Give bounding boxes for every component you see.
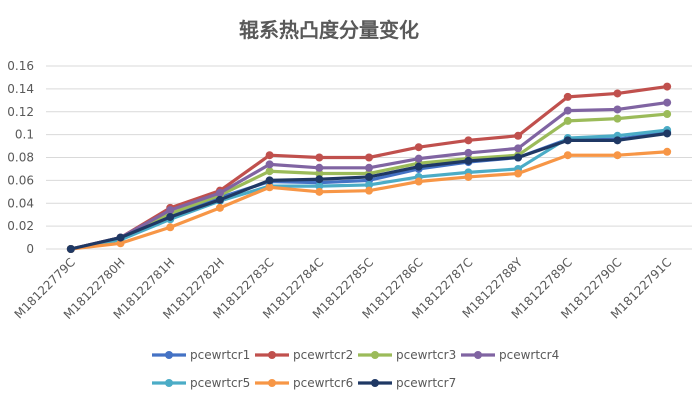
- y-tick-label: 0.16: [7, 59, 34, 73]
- data-point: [166, 212, 175, 221]
- data-point: [215, 195, 224, 204]
- legend-marker-icon: [371, 379, 379, 387]
- legend-label: pcewrtcr3: [396, 348, 456, 362]
- data-point: [315, 175, 324, 184]
- data-point: [66, 245, 75, 253]
- legend-marker-icon: [165, 379, 173, 387]
- legend-item-pcewrtcr1: pcewrtcr1: [152, 348, 250, 362]
- data-point: [613, 105, 622, 114]
- data-point: [315, 169, 324, 178]
- legend-item-pcewrtcr5: pcewrtcr5: [152, 376, 250, 390]
- data-point: [365, 186, 373, 195]
- data-point: [265, 167, 274, 176]
- legend-marker-icon: [165, 351, 173, 359]
- data-point: [265, 183, 274, 192]
- data-point: [563, 116, 572, 125]
- data-point: [166, 223, 175, 232]
- data-point: [563, 136, 572, 145]
- x-axis-ticks: M18122779CM18122780HM18122781HM18122782H…: [12, 255, 675, 322]
- legend-item-pcewrtcr7: pcewrtcr7: [358, 376, 456, 390]
- series-pcewrtcr7: [66, 129, 672, 253]
- data-point: [464, 136, 473, 145]
- y-tick-label: 0.1: [15, 128, 34, 142]
- legend-marker-icon: [268, 379, 276, 387]
- legend-label: pcewrtcr6: [293, 376, 353, 390]
- data-point: [315, 153, 324, 162]
- series-pcewrtcr6: [66, 147, 672, 253]
- legend-item-pcewrtcr2: pcewrtcr2: [255, 348, 353, 362]
- data-point: [265, 160, 274, 169]
- legend-label: pcewrtcr2: [293, 348, 353, 362]
- chart-title: 辊系热凸度分量变化: [239, 18, 419, 42]
- y-tick-label: 0.04: [7, 196, 34, 210]
- data-point: [414, 177, 423, 186]
- y-axis-ticks: 0 0.02 0.04 0.06 0.08 0.1 0.12 0.14 0.16: [7, 59, 34, 256]
- data-point: [563, 106, 572, 115]
- data-point: [514, 153, 523, 162]
- legend-label: pcewrtcr5: [190, 376, 250, 390]
- y-tick-label: 0.12: [7, 105, 34, 119]
- data-point: [116, 233, 125, 242]
- data-point: [613, 136, 622, 145]
- data-point: [365, 172, 373, 181]
- legend-label: pcewrtcr7: [396, 376, 456, 390]
- data-point: [663, 82, 672, 91]
- legend-label: pcewrtcr4: [499, 348, 559, 362]
- legend-item-pcewrtcr4: pcewrtcr4: [461, 348, 559, 362]
- y-tick-label: 0.06: [7, 173, 34, 187]
- data-point: [663, 129, 672, 138]
- data-point: [365, 163, 373, 172]
- data-point: [663, 147, 672, 156]
- data-point: [265, 151, 274, 160]
- data-point: [514, 131, 523, 140]
- data-point: [514, 144, 523, 153]
- data-point: [464, 172, 473, 181]
- data-point: [563, 151, 572, 160]
- data-point: [315, 182, 324, 191]
- data-point: [315, 187, 324, 196]
- data-point: [365, 180, 373, 189]
- data-point: [514, 169, 523, 178]
- data-point: [663, 98, 672, 107]
- data-point: [613, 89, 622, 98]
- data-point: [414, 162, 423, 171]
- data-point: [663, 110, 672, 119]
- legend: pcewrtcr1 pcewrtcr2 pcewrtcr3 pcewrtcr4 pcew…: [152, 348, 559, 390]
- data-point: [315, 163, 324, 172]
- data-point: [613, 114, 622, 123]
- y-tick-label: 0: [26, 242, 34, 256]
- data-point: [215, 188, 224, 197]
- y-tick-label: 0.02: [7, 219, 34, 233]
- legend-marker-icon: [371, 351, 379, 359]
- data-point: [464, 148, 473, 157]
- data-point: [265, 176, 274, 185]
- legend-item-pcewrtcr3: pcewrtcr3: [358, 348, 456, 362]
- legend-marker-icon: [474, 351, 482, 359]
- data-point: [414, 154, 423, 163]
- data-point: [116, 239, 125, 248]
- data-point: [365, 153, 373, 162]
- data-point: [166, 206, 175, 215]
- data-point: [464, 156, 473, 165]
- data-point: [215, 203, 224, 212]
- y-tick-label: 0.14: [7, 82, 34, 96]
- data-point: [563, 92, 572, 101]
- y-tick-label: 0.08: [7, 151, 34, 165]
- legend-item-pcewrtcr6: pcewrtcr6: [255, 376, 353, 390]
- series-lines: [66, 82, 672, 253]
- data-point: [613, 151, 622, 160]
- data-point: [414, 143, 423, 152]
- legend-marker-icon: [268, 351, 276, 359]
- legend-label: pcewrtcr1: [190, 348, 250, 362]
